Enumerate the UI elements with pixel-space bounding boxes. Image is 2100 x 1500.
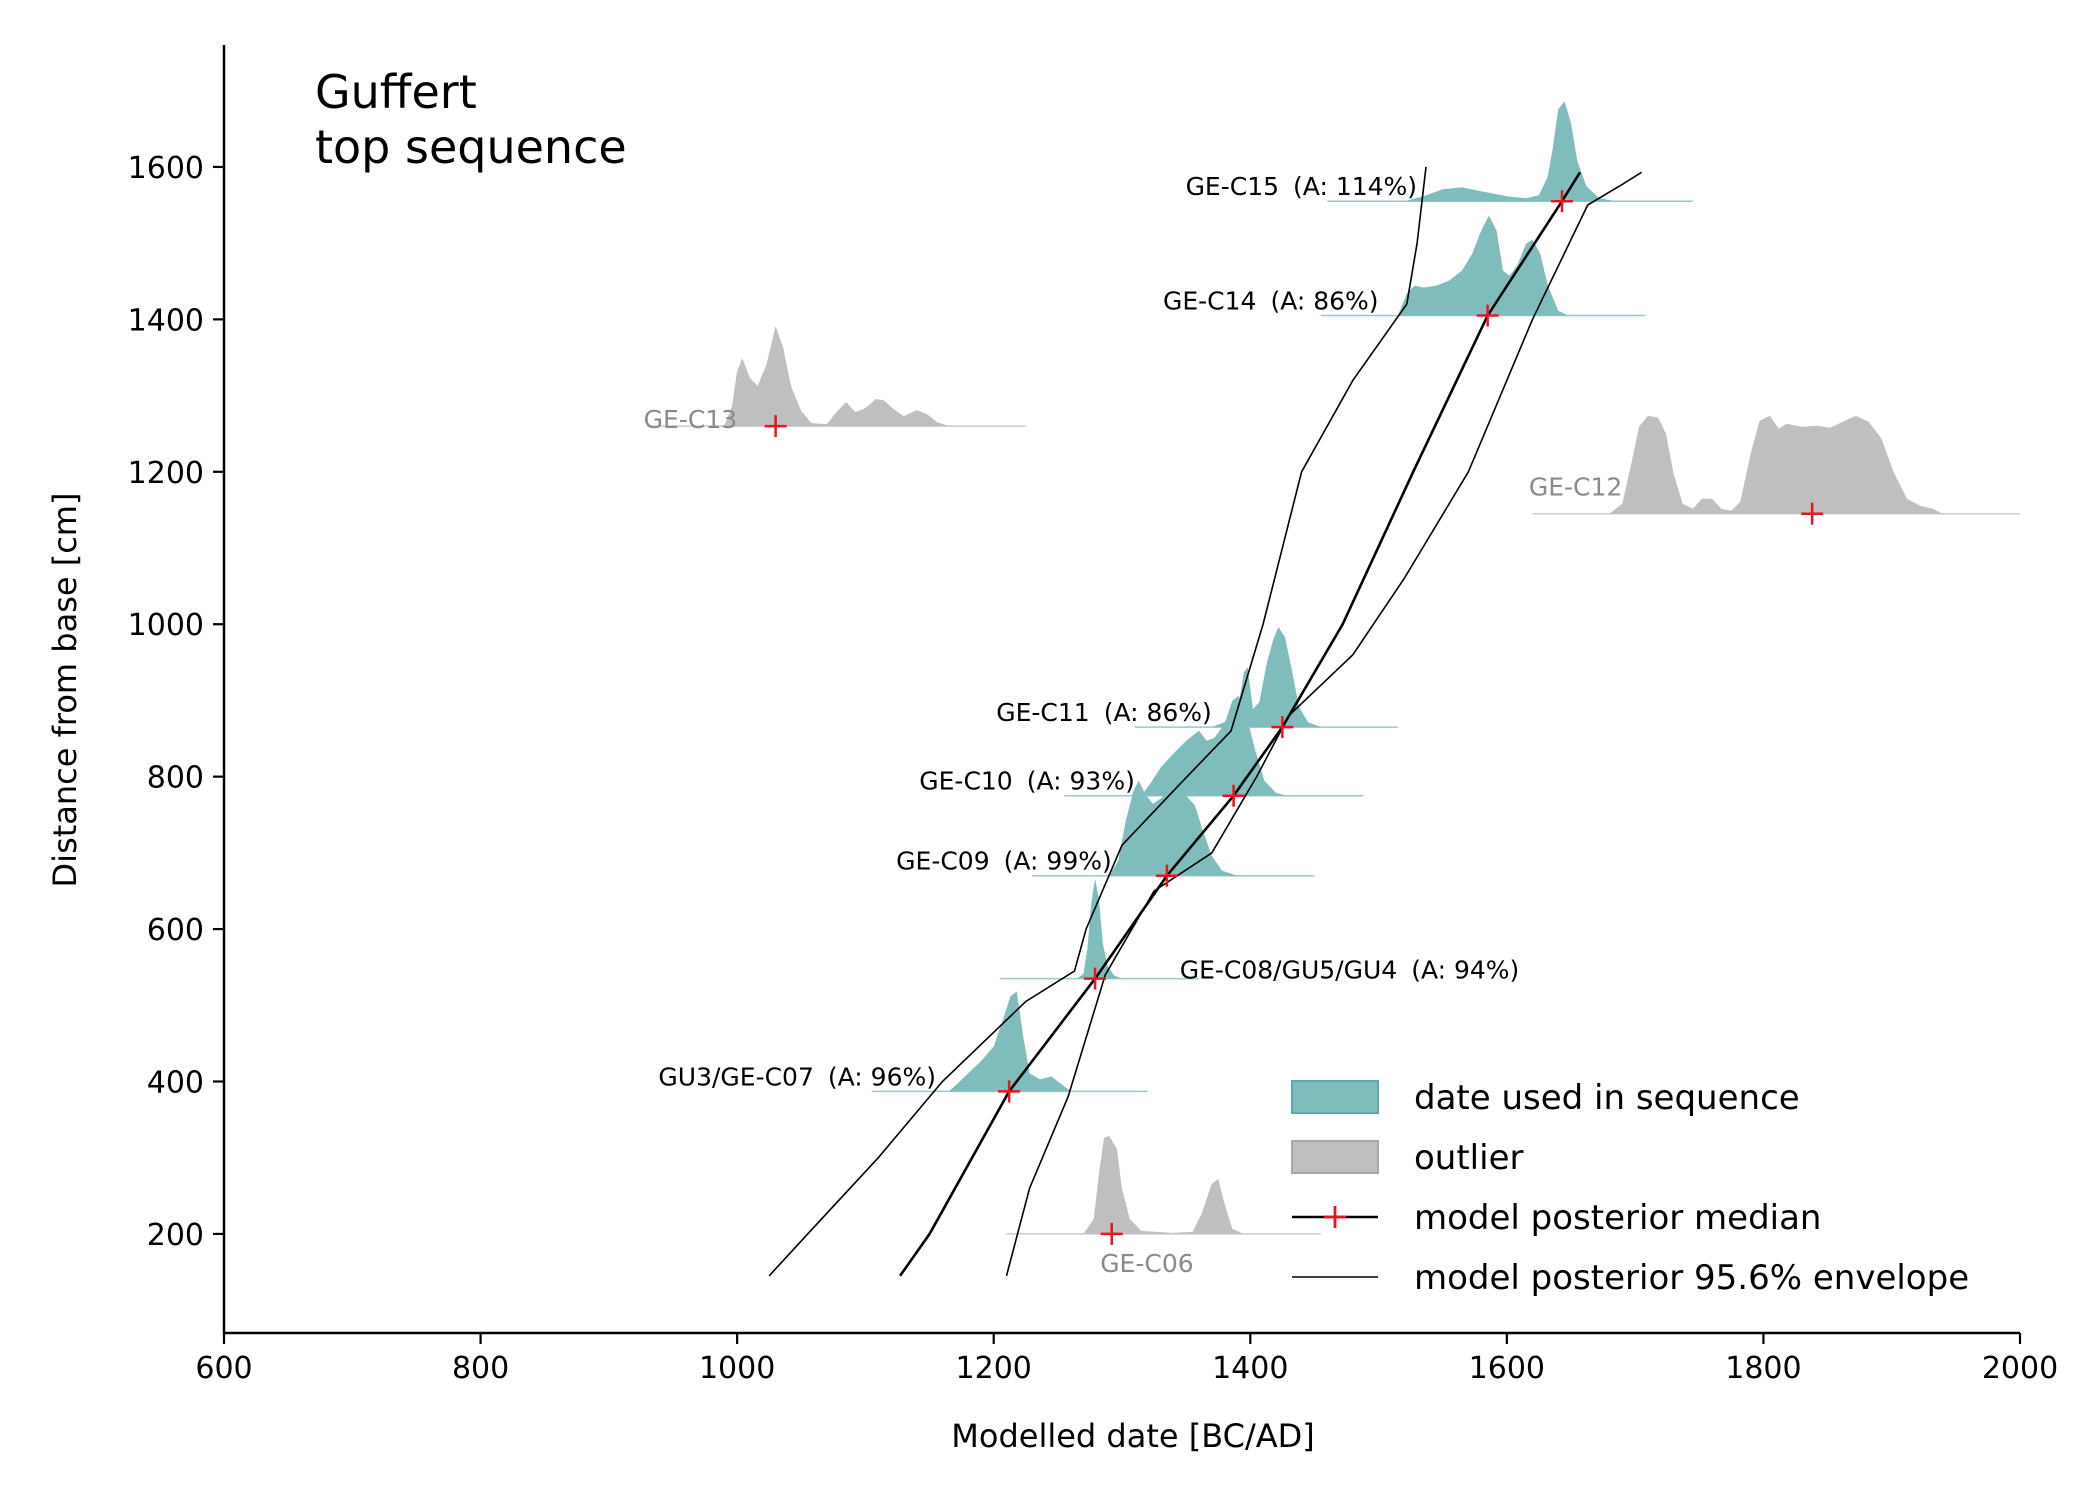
distribution-ge-c08-gu5-gu4 [1077,878,1122,979]
sample-label-agreement: (A: 96%) [828,1062,936,1091]
median-marker [1155,864,1178,887]
sample-label: GE-C14 (A: 86%) [1163,287,1379,316]
sample-label-name: GU3/GE-C07 [658,1062,813,1091]
legend-item: date used in sequence [1291,1078,1800,1118]
sample-label-agreement: (A: 86%) [1104,698,1212,727]
x-tick-label: 1600 [1469,1351,1545,1386]
median-marker [1271,716,1294,739]
sample-label-name: GE-C10 [919,767,1012,796]
sample-label: GE-C12 [1529,473,1622,502]
median-marker [1100,1222,1123,1245]
x-tick-label: 1000 [699,1351,775,1386]
median-marker [1551,190,1574,213]
sample-label-name: GE-C14 [1163,287,1256,316]
sample-label-name: GE-C13 [644,405,737,434]
legend-item: model posterior 95.6% envelope [1292,1258,1969,1298]
axes: 600 800 1000 1200 1400 1600 1800 2000 200 400 600 8… [128,45,2058,1386]
distribution-gu3-ge-c07 [948,991,1071,1092]
sample-label-agreement: (A: 93%) [1027,767,1135,796]
sample-label-agreement: (A: 99%) [1004,847,1112,876]
y-tick-label: 1200 [128,456,204,491]
sample-label: GE-C10 (A: 93%) [919,767,1135,796]
sample-label: GE-C13 [644,405,737,434]
legend-label: date used in sequence [1414,1078,1800,1118]
x-axis-label: Modelled date [BC/AD] [951,1417,1314,1455]
sample-label-agreement: (A: 86%) [1270,287,1378,316]
sample-label: GE-C06 [1100,1249,1193,1278]
distribution-ge-c11 [1211,627,1321,728]
x-tick-label: 600 [195,1351,252,1386]
median-marker [1476,304,1499,327]
sample-label-agreement: (A: 114%) [1293,172,1417,201]
legend-swatch [1291,1080,1379,1114]
distribution-ge-c12 [1609,415,1943,514]
distribution-ge-c06 [1083,1135,1244,1234]
median-marker [998,1080,1021,1103]
chart-title-line-1: Guffert [315,65,477,119]
x-tick-label: 1200 [956,1351,1032,1386]
sample-label: GU3/GE-C07 (A: 96%) [658,1062,936,1091]
y-axis-label: Distance from base [cm] [46,493,84,888]
sample-label-name: GE-C15 [1186,172,1279,201]
model-lines [768,166,1643,1277]
sample-label-name: GE-C06 [1100,1249,1193,1278]
y-tick-label: 400 [147,1065,204,1100]
sample-label-agreement: (A: 94%) [1411,956,1519,985]
sample-label-name: GE-C09 [896,847,989,876]
distribution-ge-c13 [724,326,949,427]
x-tick-label: 1800 [1725,1351,1801,1386]
distribution-ge-c15 [1404,101,1616,202]
median-line [899,171,1582,1277]
sample-label-name: GE-C11 [996,698,1089,727]
y-tick-label: 1400 [128,303,204,338]
legend-label: outlier [1414,1138,1523,1178]
distribution-ge-c14 [1397,215,1569,316]
sample-label: GE-C09 (A: 99%) [896,847,1112,876]
sample-label: GE-C08/GU5/GU4 (A: 94%) [1180,956,1520,985]
legend: date used in sequence outlier model poster… [1291,1078,1969,1298]
x-tick-label: 1400 [1212,1351,1288,1386]
sample-label-name: GE-C12 [1529,473,1622,502]
chart-title-line-2: top sequence [315,120,627,174]
y-tick-label: 200 [147,1218,204,1253]
sample-label-name: GE-C08/GU5/GU4 [1180,956,1397,985]
y-tick-label: 1600 [128,151,204,186]
sample-label: GE-C15 (A: 114%) [1186,172,1417,201]
median-markers [764,190,1824,1245]
distribution-ge-c09 [1109,780,1238,876]
x-tick-label: 2000 [1982,1351,2058,1386]
legend-item: model posterior median [1292,1198,1822,1238]
envelope-lower-line [768,166,1427,1277]
median-marker [1222,784,1245,807]
median-marker [1801,502,1824,525]
sample-labels: GE-C15 (A: 114%) GE-C14 (A: 86%) GE-C13 GE-C1… [644,172,1623,1278]
sample-label: GE-C11 (A: 86%) [996,698,1212,727]
legend-label: model posterior median [1414,1198,1822,1238]
legend-item: outlier [1291,1138,1523,1178]
y-tick-label: 1000 [128,608,204,643]
median-marker [764,415,787,438]
legend-label: model posterior 95.6% envelope [1414,1258,1969,1298]
x-tick-label: 800 [452,1351,509,1386]
y-tick-label: 600 [147,913,204,948]
y-tick-label: 800 [147,761,204,796]
legend-swatch [1291,1140,1379,1174]
median-marker [1084,967,1107,990]
